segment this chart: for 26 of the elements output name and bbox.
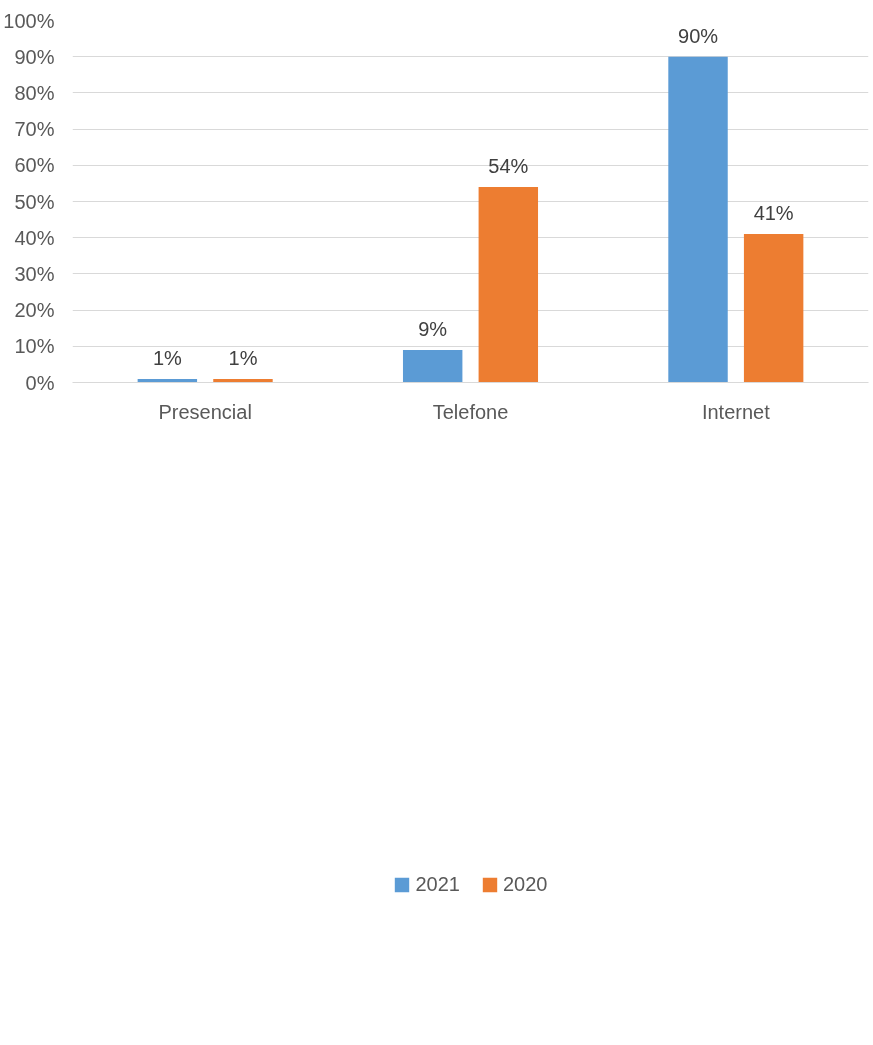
y-tick-label: 80%	[14, 81, 55, 104]
bar	[402, 349, 463, 383]
x-tick-label: Internet	[701, 400, 771, 423]
data-label: 90%	[678, 24, 719, 47]
y-tick-label: 20%	[14, 299, 55, 322]
data-label: 9%	[418, 317, 448, 340]
x-tick-label: Presencial	[158, 400, 252, 423]
y-tick-label: 100%	[3, 9, 55, 32]
x-tick-label: Telefone	[432, 400, 509, 423]
legend-label: 2020	[503, 872, 548, 896]
y-tick-label: 70%	[14, 118, 55, 141]
y-tick-label: 40%	[14, 226, 55, 249]
data-label: 1%	[152, 346, 183, 369]
data-label: 54%	[488, 155, 529, 178]
y-tick-label: 0%	[25, 371, 55, 394]
data-label: 41%	[753, 202, 794, 225]
bar	[668, 56, 728, 383]
y-tick-label: 60%	[14, 154, 55, 177]
data-label: 1%	[228, 346, 258, 369]
y-tick-label: 90%	[14, 45, 55, 68]
bar	[478, 187, 539, 383]
y-tick-label: 50%	[14, 190, 55, 213]
y-tick-label: 30%	[14, 262, 55, 285]
bar	[743, 234, 804, 383]
y-tick-label: 10%	[14, 335, 55, 358]
legend-label: 2021	[415, 872, 460, 896]
